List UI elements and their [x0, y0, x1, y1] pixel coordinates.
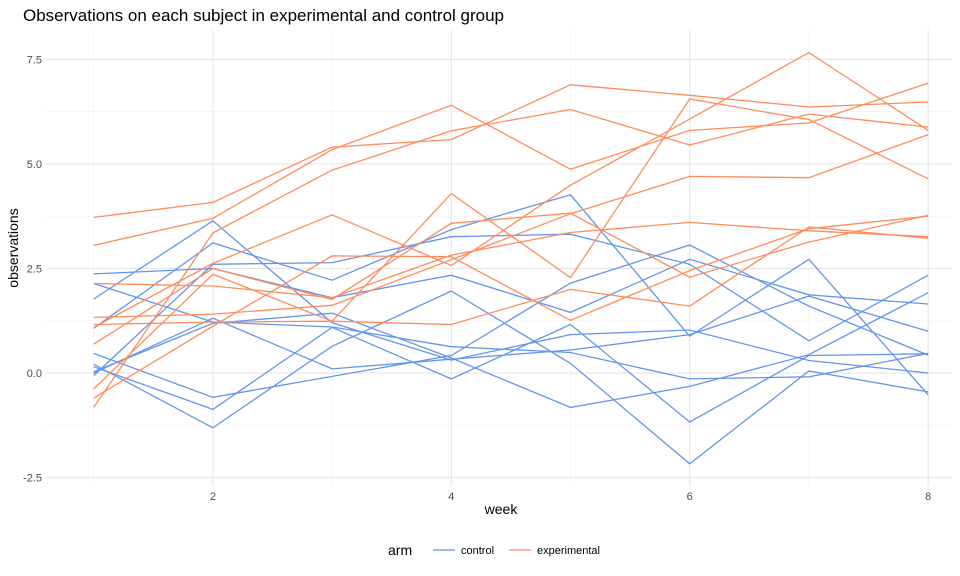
y-axis-title: observations — [5, 208, 21, 287]
series-line-experimental — [93, 84, 929, 219]
y-tick-label: 2.5 — [27, 263, 42, 275]
chart-title: Observations on each subject in experime… — [23, 6, 504, 25]
major-gridlines-y — [46, 58, 952, 479]
series-line-experimental — [93, 212, 929, 345]
series-line-control — [93, 219, 929, 374]
x-tick-label: 6 — [687, 491, 693, 503]
minor-gridlines-x — [93, 30, 810, 486]
series-line-control — [93, 290, 929, 465]
series-line-experimental — [93, 226, 929, 326]
series-line-control — [93, 244, 929, 398]
series-line-control — [93, 282, 929, 380]
x-tick-label: 8 — [925, 491, 931, 503]
series-line-control — [93, 194, 929, 396]
legend-label-control: control — [461, 545, 494, 557]
series-line-control — [93, 295, 929, 374]
series-line-experimental — [93, 82, 929, 247]
x-axis-tick-labels: 2 4 6 8 — [210, 491, 931, 503]
y-axis-tick-labels: -2.5 0.0 2.5 5.0 7.5 — [23, 54, 42, 484]
series-line-experimental — [93, 108, 929, 408]
series-line-control — [93, 258, 929, 314]
y-tick-label: -2.5 — [23, 473, 42, 485]
series-line-experimental — [93, 215, 929, 399]
y-tick-label: 7.5 — [27, 54, 42, 66]
series-line-experimental — [93, 221, 929, 299]
series-line-control — [93, 323, 929, 423]
series-line-experimental — [93, 98, 929, 390]
legend-title: arm — [388, 542, 412, 558]
y-tick-label: 5.0 — [27, 159, 42, 171]
series-lines — [93, 51, 929, 465]
series-line-experimental — [93, 133, 929, 319]
series-line-experimental — [93, 51, 929, 328]
x-tick-label: 2 — [210, 491, 216, 503]
legend: arm control experimental — [388, 542, 600, 558]
legend-label-experimental: experimental — [537, 545, 600, 557]
x-axis-title: week — [484, 501, 519, 517]
y-tick-label: 0.0 — [27, 368, 42, 380]
x-tick-label: 4 — [448, 491, 454, 503]
